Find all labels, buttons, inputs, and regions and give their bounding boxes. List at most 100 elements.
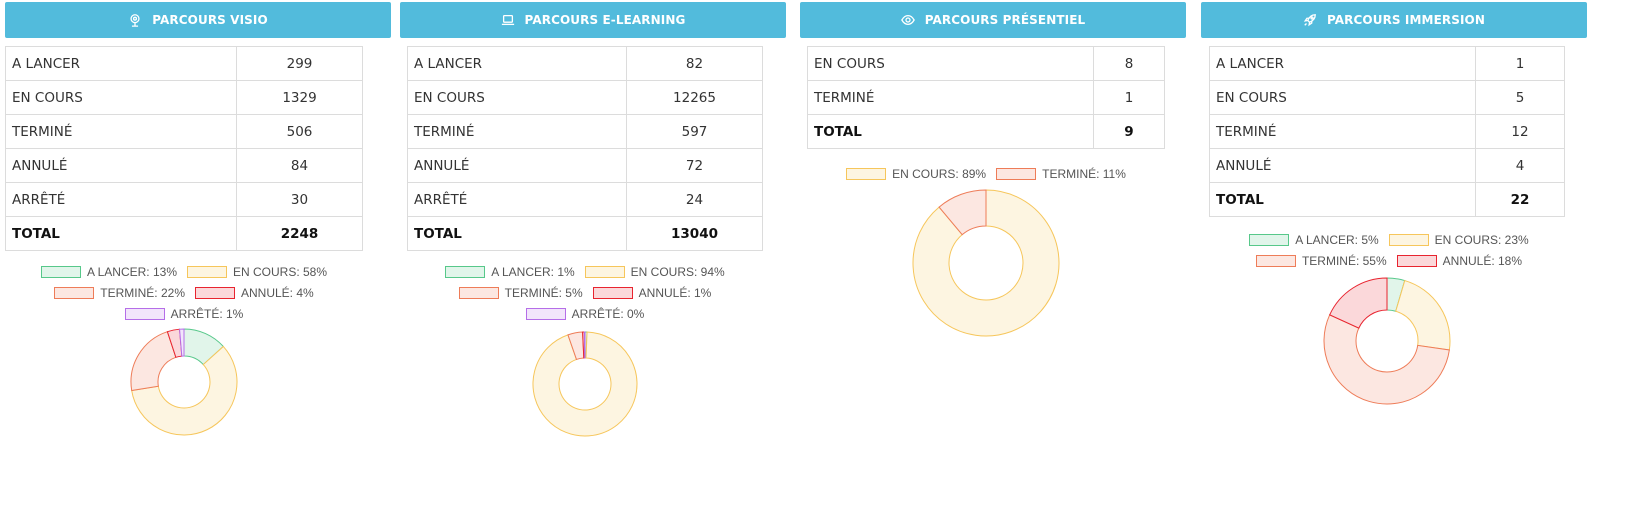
legend-item[interactable]: EN COURS: 94% — [584, 264, 725, 280]
panel-header-presentiel[interactable]: PARCOURS PRÉSENTIEL — [800, 2, 1186, 38]
donut-slice-a-lancer[interactable] — [584, 331, 588, 359]
total-label: TOTAL — [807, 114, 1094, 149]
row-value: 1 — [1093, 80, 1165, 115]
panel-title: PARCOURS IMMERSION — [1327, 13, 1485, 27]
panel-elearning: PARCOURS E-LEARNING A LANCER 82 EN COURS 1… — [400, 2, 786, 502]
row-value: 84 — [236, 148, 363, 183]
legend-swatch — [1249, 234, 1290, 246]
donut-slice-termin-[interactable] — [938, 189, 987, 236]
legend-label: ANNULÉ: 1% — [638, 286, 712, 300]
legend-item[interactable]: EN COURS: 89% — [846, 166, 986, 182]
row-value: 299 — [236, 46, 363, 81]
panel-title: PARCOURS VISIO — [152, 13, 268, 27]
table-row: A LANCER 82 — [407, 46, 763, 81]
table-row: ANNULÉ 4 — [1209, 148, 1565, 183]
chart-legend: A LANCER: 13% EN COURS: 58% TERMINÉ: 22%… — [5, 264, 363, 322]
donut-slice-termin-[interactable] — [130, 331, 177, 392]
webcam-icon — [128, 13, 142, 27]
row-value: 72 — [626, 148, 763, 183]
legend-label: TERMINÉ: 22% — [100, 286, 185, 300]
stats-table: EN COURS 8 TERMINÉ 1 TOTAL 9 — [807, 46, 1165, 149]
legend-swatch — [54, 287, 95, 299]
total-value: 2248 — [236, 216, 363, 251]
donut-slice-a-lancer[interactable] — [183, 328, 225, 366]
legend-item[interactable]: ARRÊTÉ: 1% — [124, 306, 244, 322]
row-value: 1329 — [236, 80, 363, 115]
legend-item[interactable]: A LANCER: 13% — [40, 264, 177, 280]
legend-item[interactable]: TERMINÉ: 22% — [54, 285, 185, 301]
panel-immersion: PARCOURS IMMERSION A LANCER 1 EN COURS 5 T… — [1201, 2, 1587, 502]
legend-swatch — [458, 287, 499, 299]
donut-slice-en-cours[interactable] — [532, 331, 638, 437]
panel-header-immersion[interactable]: PARCOURS IMMERSION — [1201, 2, 1587, 38]
legend-item[interactable]: A LANCER: 5% — [1249, 232, 1379, 248]
panel-title: PARCOURS PRÉSENTIEL — [924, 13, 1086, 27]
donut-slice-a-lancer[interactable] — [1386, 277, 1406, 312]
row-value: 5 — [1475, 80, 1565, 115]
legend-label: ARRÊTÉ: 0% — [571, 307, 645, 321]
legend-item[interactable]: ANNULÉ: 1% — [592, 285, 712, 301]
legend-label: A LANCER: 1% — [491, 265, 575, 279]
table-row: EN COURS 5 — [1209, 80, 1565, 115]
donut-slice-en-cours[interactable] — [131, 345, 238, 436]
legend-swatch — [124, 308, 165, 320]
donut-slice-annul-[interactable] — [1329, 277, 1388, 329]
table-row: A LANCER 299 — [5, 46, 363, 81]
row-value: 506 — [236, 114, 363, 149]
table-row: TERMINÉ 1 — [807, 80, 1165, 115]
row-label: TERMINÉ — [1209, 114, 1476, 149]
row-value: 1 — [1475, 46, 1565, 81]
legend-swatch — [996, 168, 1037, 180]
donut-slice-termin-[interactable] — [567, 331, 585, 361]
row-value: 4 — [1475, 148, 1565, 183]
table-row: ARRÊTÉ 30 — [5, 182, 363, 217]
row-label: EN COURS — [807, 46, 1094, 81]
row-label: TERMINÉ — [807, 80, 1094, 115]
legend-item[interactable]: EN COURS: 23% — [1388, 232, 1529, 248]
legend-label: TERMINÉ: 5% — [504, 286, 583, 300]
legend-swatch — [40, 266, 81, 278]
row-label: EN COURS — [1209, 80, 1476, 115]
row-label: EN COURS — [5, 80, 237, 115]
row-label: TERMINÉ — [407, 114, 627, 149]
legend-swatch — [846, 168, 887, 180]
stats-table: A LANCER 1 EN COURS 5 TERMINÉ 12 ANNULÉ 4 TO… — [1209, 46, 1565, 217]
legend-item[interactable]: TERMINÉ: 11% — [996, 166, 1126, 182]
total-row: TOTAL 22 — [1209, 182, 1565, 217]
legend-item[interactable]: ARRÊTÉ: 0% — [525, 306, 645, 322]
total-value: 22 — [1475, 182, 1565, 217]
legend-label: EN COURS: 94% — [630, 265, 725, 279]
legend-label: EN COURS: 89% — [892, 167, 987, 181]
panel-header-elearning[interactable]: PARCOURS E-LEARNING — [400, 2, 786, 38]
laptop-icon — [501, 13, 515, 27]
row-value: 82 — [626, 46, 763, 81]
legend-item[interactable]: A LANCER: 1% — [445, 264, 575, 280]
total-row: TOTAL 9 — [807, 114, 1165, 149]
stats-table: A LANCER 82 EN COURS 12265 TERMINÉ 597 ANNU… — [407, 46, 763, 251]
donut-slice-arr-t-[interactable] — [179, 328, 185, 357]
legend-item[interactable]: TERMINÉ: 55% — [1255, 253, 1387, 269]
table-row: TERMINÉ 506 — [5, 114, 363, 149]
legend-item[interactable]: ANNULÉ: 18% — [1396, 253, 1522, 269]
legend-item[interactable]: ANNULÉ: 4% — [194, 285, 314, 301]
donut-slice-annul-[interactable] — [166, 328, 183, 358]
donut-slice-en-cours[interactable] — [912, 189, 1060, 337]
chart-legend: A LANCER: 5% EN COURS: 23% TERMINÉ: 55% … — [1201, 232, 1577, 269]
panel-visio: PARCOURS VISIO A LANCER 299 EN COURS 1329 … — [5, 2, 391, 502]
donut-slice-termin-[interactable] — [1323, 314, 1450, 405]
donut-slice-arr-t-[interactable] — [583, 331, 586, 359]
table-row: EN COURS 1329 — [5, 80, 363, 115]
table-row: EN COURS 8 — [807, 46, 1165, 81]
panel-header-visio[interactable]: PARCOURS VISIO — [5, 2, 391, 38]
legend-item[interactable]: EN COURS: 58% — [187, 264, 327, 280]
legend-label: ARRÊTÉ: 1% — [170, 307, 244, 321]
legend-label: EN COURS: 58% — [233, 265, 328, 279]
legend-label: A LANCER: 5% — [1295, 233, 1379, 247]
total-row: TOTAL 2248 — [5, 216, 363, 251]
row-value: 8 — [1093, 46, 1165, 81]
legend-label: ANNULÉ: 4% — [240, 286, 314, 300]
legend-item[interactable]: TERMINÉ: 5% — [458, 285, 583, 301]
donut-slice-en-cours[interactable] — [1395, 279, 1451, 351]
total-row: TOTAL 13040 — [407, 216, 763, 251]
donut-slice-annul-[interactable] — [582, 331, 586, 359]
